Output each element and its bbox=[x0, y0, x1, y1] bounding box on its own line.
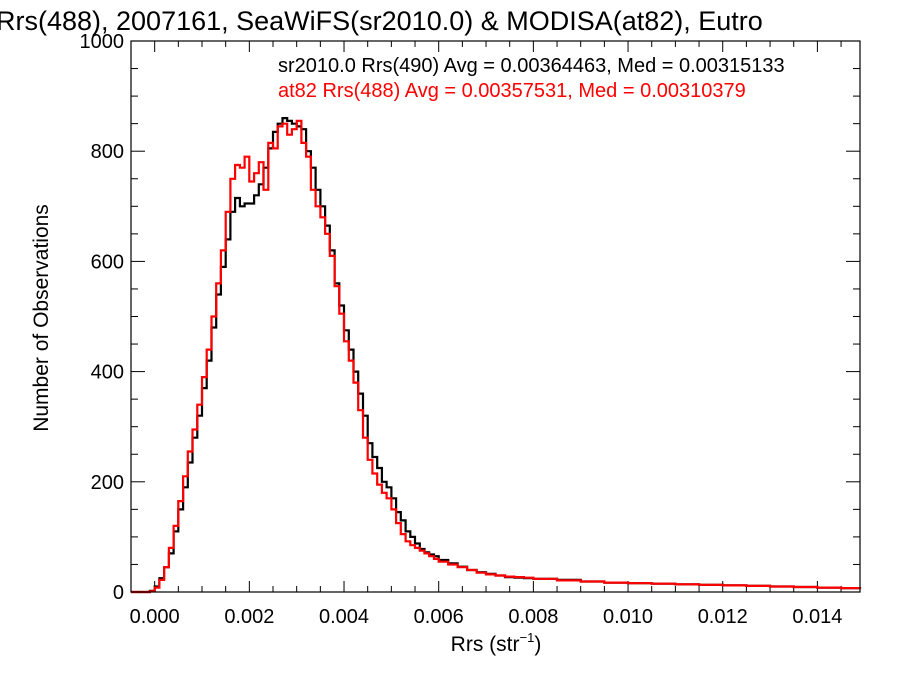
y-tick-label: 1000 bbox=[80, 31, 125, 53]
x-axis-label-superscript: −1 bbox=[520, 630, 535, 645]
chart-title: Rrs(488), 2007161, SeaWiFS(sr2010.0) & M… bbox=[0, 6, 763, 36]
x-tick-label: 0.012 bbox=[698, 606, 748, 628]
y-tick-label: 400 bbox=[91, 362, 124, 384]
x-tick-label: 0.014 bbox=[792, 606, 842, 628]
x-axis-label-main: Rrs (str bbox=[451, 633, 520, 656]
series-line-seawifs bbox=[131, 117, 862, 594]
y-tick-label: 800 bbox=[91, 141, 124, 163]
x-tick-label: 0.008 bbox=[508, 606, 558, 628]
x-tick-label: 0.002 bbox=[224, 606, 274, 628]
y-tick-label: 600 bbox=[91, 251, 124, 273]
series-line-modisa bbox=[131, 119, 862, 594]
plot-frame bbox=[130, 40, 861, 593]
legend-entry: at82 Rrs(488) Avg = 0.00357531, Med = 0.… bbox=[278, 80, 746, 102]
x-axis-label: Rrs (str−1) bbox=[451, 630, 542, 656]
x-tick-label: 0.006 bbox=[414, 606, 464, 628]
x-tick-label: 0.000 bbox=[130, 606, 180, 628]
y-tick-label: 200 bbox=[91, 472, 124, 494]
y-tick-label: 0 bbox=[113, 582, 124, 604]
x-tick-label: 0.010 bbox=[603, 606, 653, 628]
y-axis-label: Number of Observations bbox=[30, 204, 53, 432]
legend-entry: sr2010.0 Rrs(490) Avg = 0.00364463, Med … bbox=[278, 55, 785, 77]
x-tick-label: 0.004 bbox=[319, 606, 369, 628]
x-axis-label-close: ) bbox=[534, 633, 541, 656]
